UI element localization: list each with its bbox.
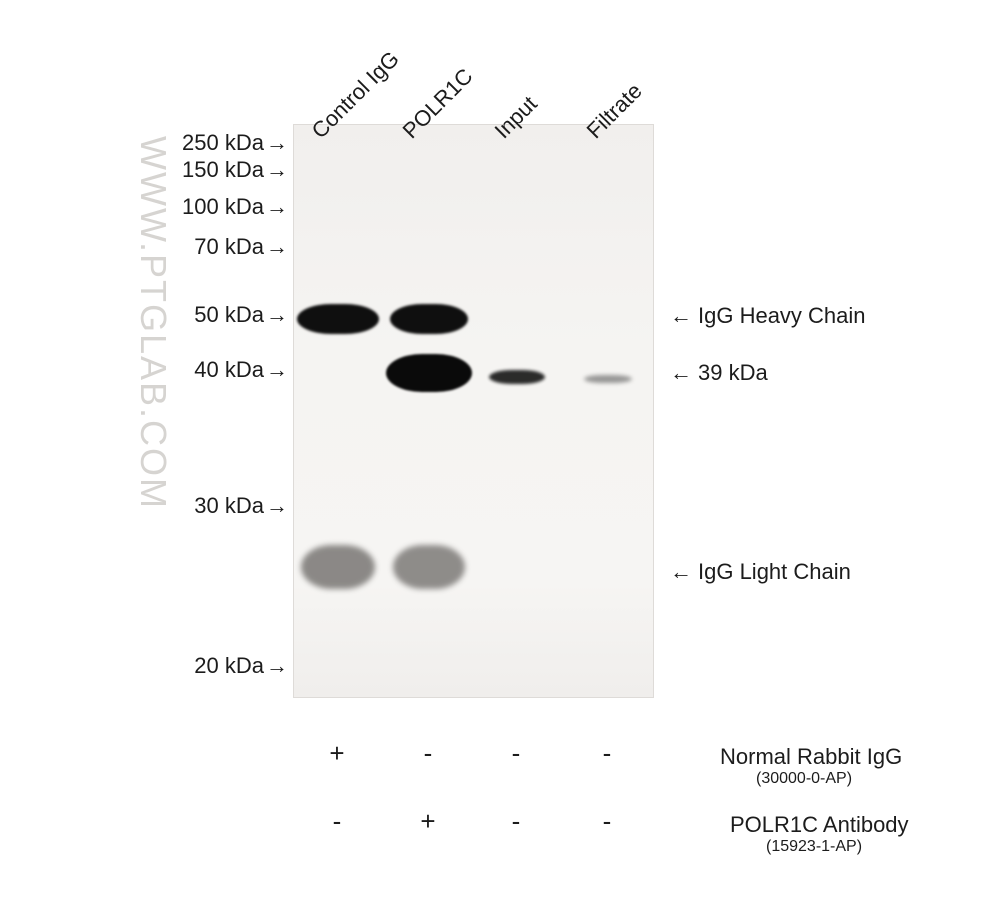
reagent-row-catalog: (30000-0-AP) [756, 770, 852, 788]
arrow-right-icon: → [266, 493, 288, 519]
reagent-grid-cell: - [418, 738, 438, 769]
reagent-row-label: Normal Rabbit IgG [720, 744, 902, 770]
band-annotation: ←IgG Heavy Chain [670, 303, 866, 329]
arrow-left-icon: ← [670, 303, 692, 329]
arrow-right-icon: → [266, 157, 288, 183]
band-annotation: ←IgG Light Chain [670, 559, 851, 585]
protein-band [390, 304, 468, 334]
mw-marker-label: 150 kDa→ [182, 157, 288, 183]
mw-marker-label: 100 kDa→ [182, 194, 288, 220]
band-annotation: ←39 kDa [670, 360, 768, 386]
mw-marker-text: 100 kDa [182, 194, 264, 219]
reagent-grid-cell: + [418, 806, 438, 837]
mw-marker-label: 40 kDa→ [194, 357, 288, 383]
reagent-grid-cell: + [327, 738, 347, 769]
reagent-row-label: POLR1C Antibody [730, 812, 909, 838]
mw-marker-text: 150 kDa [182, 157, 264, 182]
arrow-right-icon: → [266, 302, 288, 328]
mw-marker-label: 70 kDa→ [194, 234, 288, 260]
protein-band [489, 370, 545, 384]
arrow-right-icon: → [266, 357, 288, 383]
band-annotation-text: IgG Heavy Chain [698, 303, 866, 328]
arrow-right-icon: → [266, 194, 288, 220]
band-annotation-text: 39 kDa [698, 360, 768, 385]
mw-marker-label: 20 kDa→ [194, 653, 288, 679]
mw-marker-text: 50 kDa [194, 302, 264, 327]
protein-band [584, 375, 632, 383]
protein-band [393, 545, 465, 589]
blot-membrane [293, 124, 654, 698]
reagent-row-catalog: (15923-1-AP) [766, 838, 862, 856]
mw-marker-text: 20 kDa [194, 653, 264, 678]
mw-marker-text: 30 kDa [194, 493, 264, 518]
mw-marker-label: 50 kDa→ [194, 302, 288, 328]
western-blot-figure: WWW.PTGLAB.COM Control IgGPOLR1CInputFil… [0, 0, 1000, 903]
mw-marker-text: 250 kDa [182, 130, 264, 155]
reagent-grid-cell: - [597, 806, 617, 837]
protein-band [297, 304, 379, 334]
reagent-grid-cell: - [506, 806, 526, 837]
reagent-grid-cell: - [327, 806, 347, 837]
band-annotation-text: IgG Light Chain [698, 559, 851, 584]
protein-band [386, 354, 472, 392]
mw-marker-label: 250 kDa→ [182, 130, 288, 156]
reagent-grid-cell: - [506, 738, 526, 769]
arrow-right-icon: → [266, 130, 288, 156]
watermark-text: WWW.PTGLAB.COM [132, 136, 174, 510]
arrow-left-icon: ← [670, 559, 692, 585]
mw-marker-label: 30 kDa→ [194, 493, 288, 519]
protein-band [301, 545, 375, 589]
arrow-left-icon: ← [670, 360, 692, 386]
mw-marker-text: 70 kDa [194, 234, 264, 259]
arrow-right-icon: → [266, 653, 288, 679]
arrow-right-icon: → [266, 234, 288, 260]
reagent-grid-cell: - [597, 738, 617, 769]
mw-marker-text: 40 kDa [194, 357, 264, 382]
